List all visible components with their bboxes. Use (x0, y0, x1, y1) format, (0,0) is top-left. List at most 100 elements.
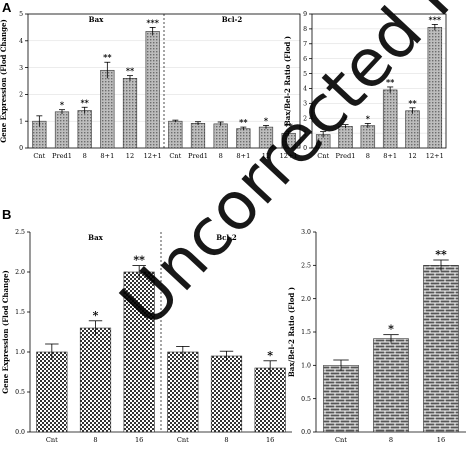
y-tick-label: 0.0 (301, 429, 311, 436)
x-tick-label: Cnt (169, 152, 181, 160)
y-tick-label: 2.0 (15, 269, 25, 276)
bar (168, 120, 183, 149)
x-tick-label: 8 (366, 152, 370, 160)
x-tick-label: Cnt (335, 436, 347, 444)
chart-b-gene-expression: 0.0 0.5 1.0 1.5 2.0 2.5 Gene Expression (Flod … (1, 229, 292, 444)
x-tick-label: 8+1 (236, 152, 250, 160)
significance-marker: ** (80, 97, 89, 107)
x-tick-label: 8 (219, 152, 223, 160)
bar (360, 125, 376, 149)
bar (36, 351, 68, 433)
significance-marker: * (388, 323, 394, 336)
bar (123, 271, 155, 433)
panel-b-letter: B (2, 207, 11, 222)
x-tick-label: 12+1 (144, 152, 162, 160)
bar (54, 111, 70, 149)
y-tick-label: 9 (303, 11, 307, 18)
significance-marker: * (366, 113, 371, 123)
y-axis-label: Gene Expression (Flod Change) (0, 19, 8, 143)
x-tick-label: Cnt (46, 436, 58, 444)
x-tick-label: 8+1 (383, 152, 397, 160)
y-tick-label: 5 (303, 71, 307, 78)
y-tick-label: 2.0 (301, 296, 311, 303)
x-tick-label: 12+1 (280, 152, 298, 160)
y-tick-label: 1.5 (301, 329, 311, 336)
y-axis-label: Bax/Bel-2 Ratio (Flod ) (283, 36, 292, 126)
significance-marker: * (343, 115, 348, 125)
y-tick-label: 2 (19, 92, 23, 99)
y-tick-label: 1 (303, 130, 307, 137)
x-tick-label: Cnt (317, 152, 329, 160)
y-tick-label: 3 (303, 101, 307, 108)
y-tick-label: 2.5 (15, 229, 25, 236)
y-tick-label: 2 (303, 115, 307, 122)
significance-marker: *** (429, 14, 442, 24)
y-tick-label: 3 (19, 65, 23, 72)
bar (100, 69, 115, 149)
significance-marker: ** (126, 66, 135, 76)
y-tick-label: 3.0 (301, 229, 311, 236)
bar (254, 367, 286, 433)
significance-marker: ** (408, 98, 417, 108)
significance-marker: ** (386, 77, 395, 87)
significance-marker: ** (239, 117, 248, 127)
bar (122, 78, 138, 149)
y-tick-label: 5 (19, 11, 23, 18)
y-axis-label: Gene Expression (Flod Change) (1, 270, 10, 394)
y-tick-label: 0.5 (301, 396, 311, 403)
group-label: Bax (89, 15, 104, 24)
y-tick-label: 0.5 (15, 389, 25, 396)
bar (210, 355, 243, 433)
y-axis-label: Bax/Bel-2 Ratio (Flod ) (287, 287, 296, 377)
group-label: Bcl-2 (216, 233, 237, 242)
bar (77, 110, 92, 149)
x-tick-label: 8 (389, 436, 393, 444)
x-tick-label: Pred1 (52, 152, 72, 160)
x-tick-label: 8+1 (100, 152, 114, 160)
chart-b-bax-bcl2-ratio: 0.0 0.5 1.0 1.5 2.0 2.5 3.0 Bax/Bel-2 Ratio (Fl… (287, 229, 466, 444)
y-tick-label: 1 (19, 118, 23, 125)
x-tick-label: 8 (224, 436, 228, 444)
significance-marker: * (264, 115, 269, 125)
significance-marker: ** (103, 52, 112, 62)
y-tick-label: 1.0 (301, 363, 311, 370)
panel-a-letter: A (2, 0, 12, 15)
significance-marker: ** (133, 254, 145, 267)
significance-marker: ** (435, 248, 447, 261)
x-tick-label: 8 (83, 152, 87, 160)
significance-marker: ** (284, 121, 293, 131)
x-tick-label: Cnt (177, 436, 189, 444)
y-tick-label: 1.5 (15, 309, 25, 316)
y-tick-label: 8 (303, 26, 307, 33)
bar (405, 110, 420, 149)
y-tick-label: 0.0 (15, 429, 25, 436)
x-tick-label: Pred1 (336, 152, 356, 160)
bar (423, 265, 459, 433)
bar (167, 351, 199, 433)
x-tick-label: 12 (126, 152, 134, 160)
significance-marker: * (60, 100, 65, 110)
y-tick-label: 0 (303, 145, 307, 152)
x-tick-label: 12+1 (426, 152, 444, 160)
group-label: Bcl-2 (222, 15, 243, 24)
bar (373, 338, 409, 433)
bar (323, 365, 359, 433)
bar (213, 123, 228, 149)
x-tick-label: 16 (266, 436, 274, 444)
bar (190, 123, 206, 149)
significance-marker: * (93, 309, 99, 322)
y-tick-label: 6 (303, 56, 307, 63)
y-tick-label: 4 (303, 86, 307, 93)
x-tick-label: 12 (262, 152, 270, 160)
bar (145, 31, 160, 149)
y-tick-label: 4 (19, 38, 23, 45)
x-tick-label: 16 (437, 436, 445, 444)
significance-marker: *** (146, 17, 159, 27)
x-tick-label: Cnt (33, 152, 45, 160)
bar (79, 327, 112, 433)
y-tick-label: 1.0 (15, 349, 25, 356)
plot-frame (311, 13, 447, 149)
